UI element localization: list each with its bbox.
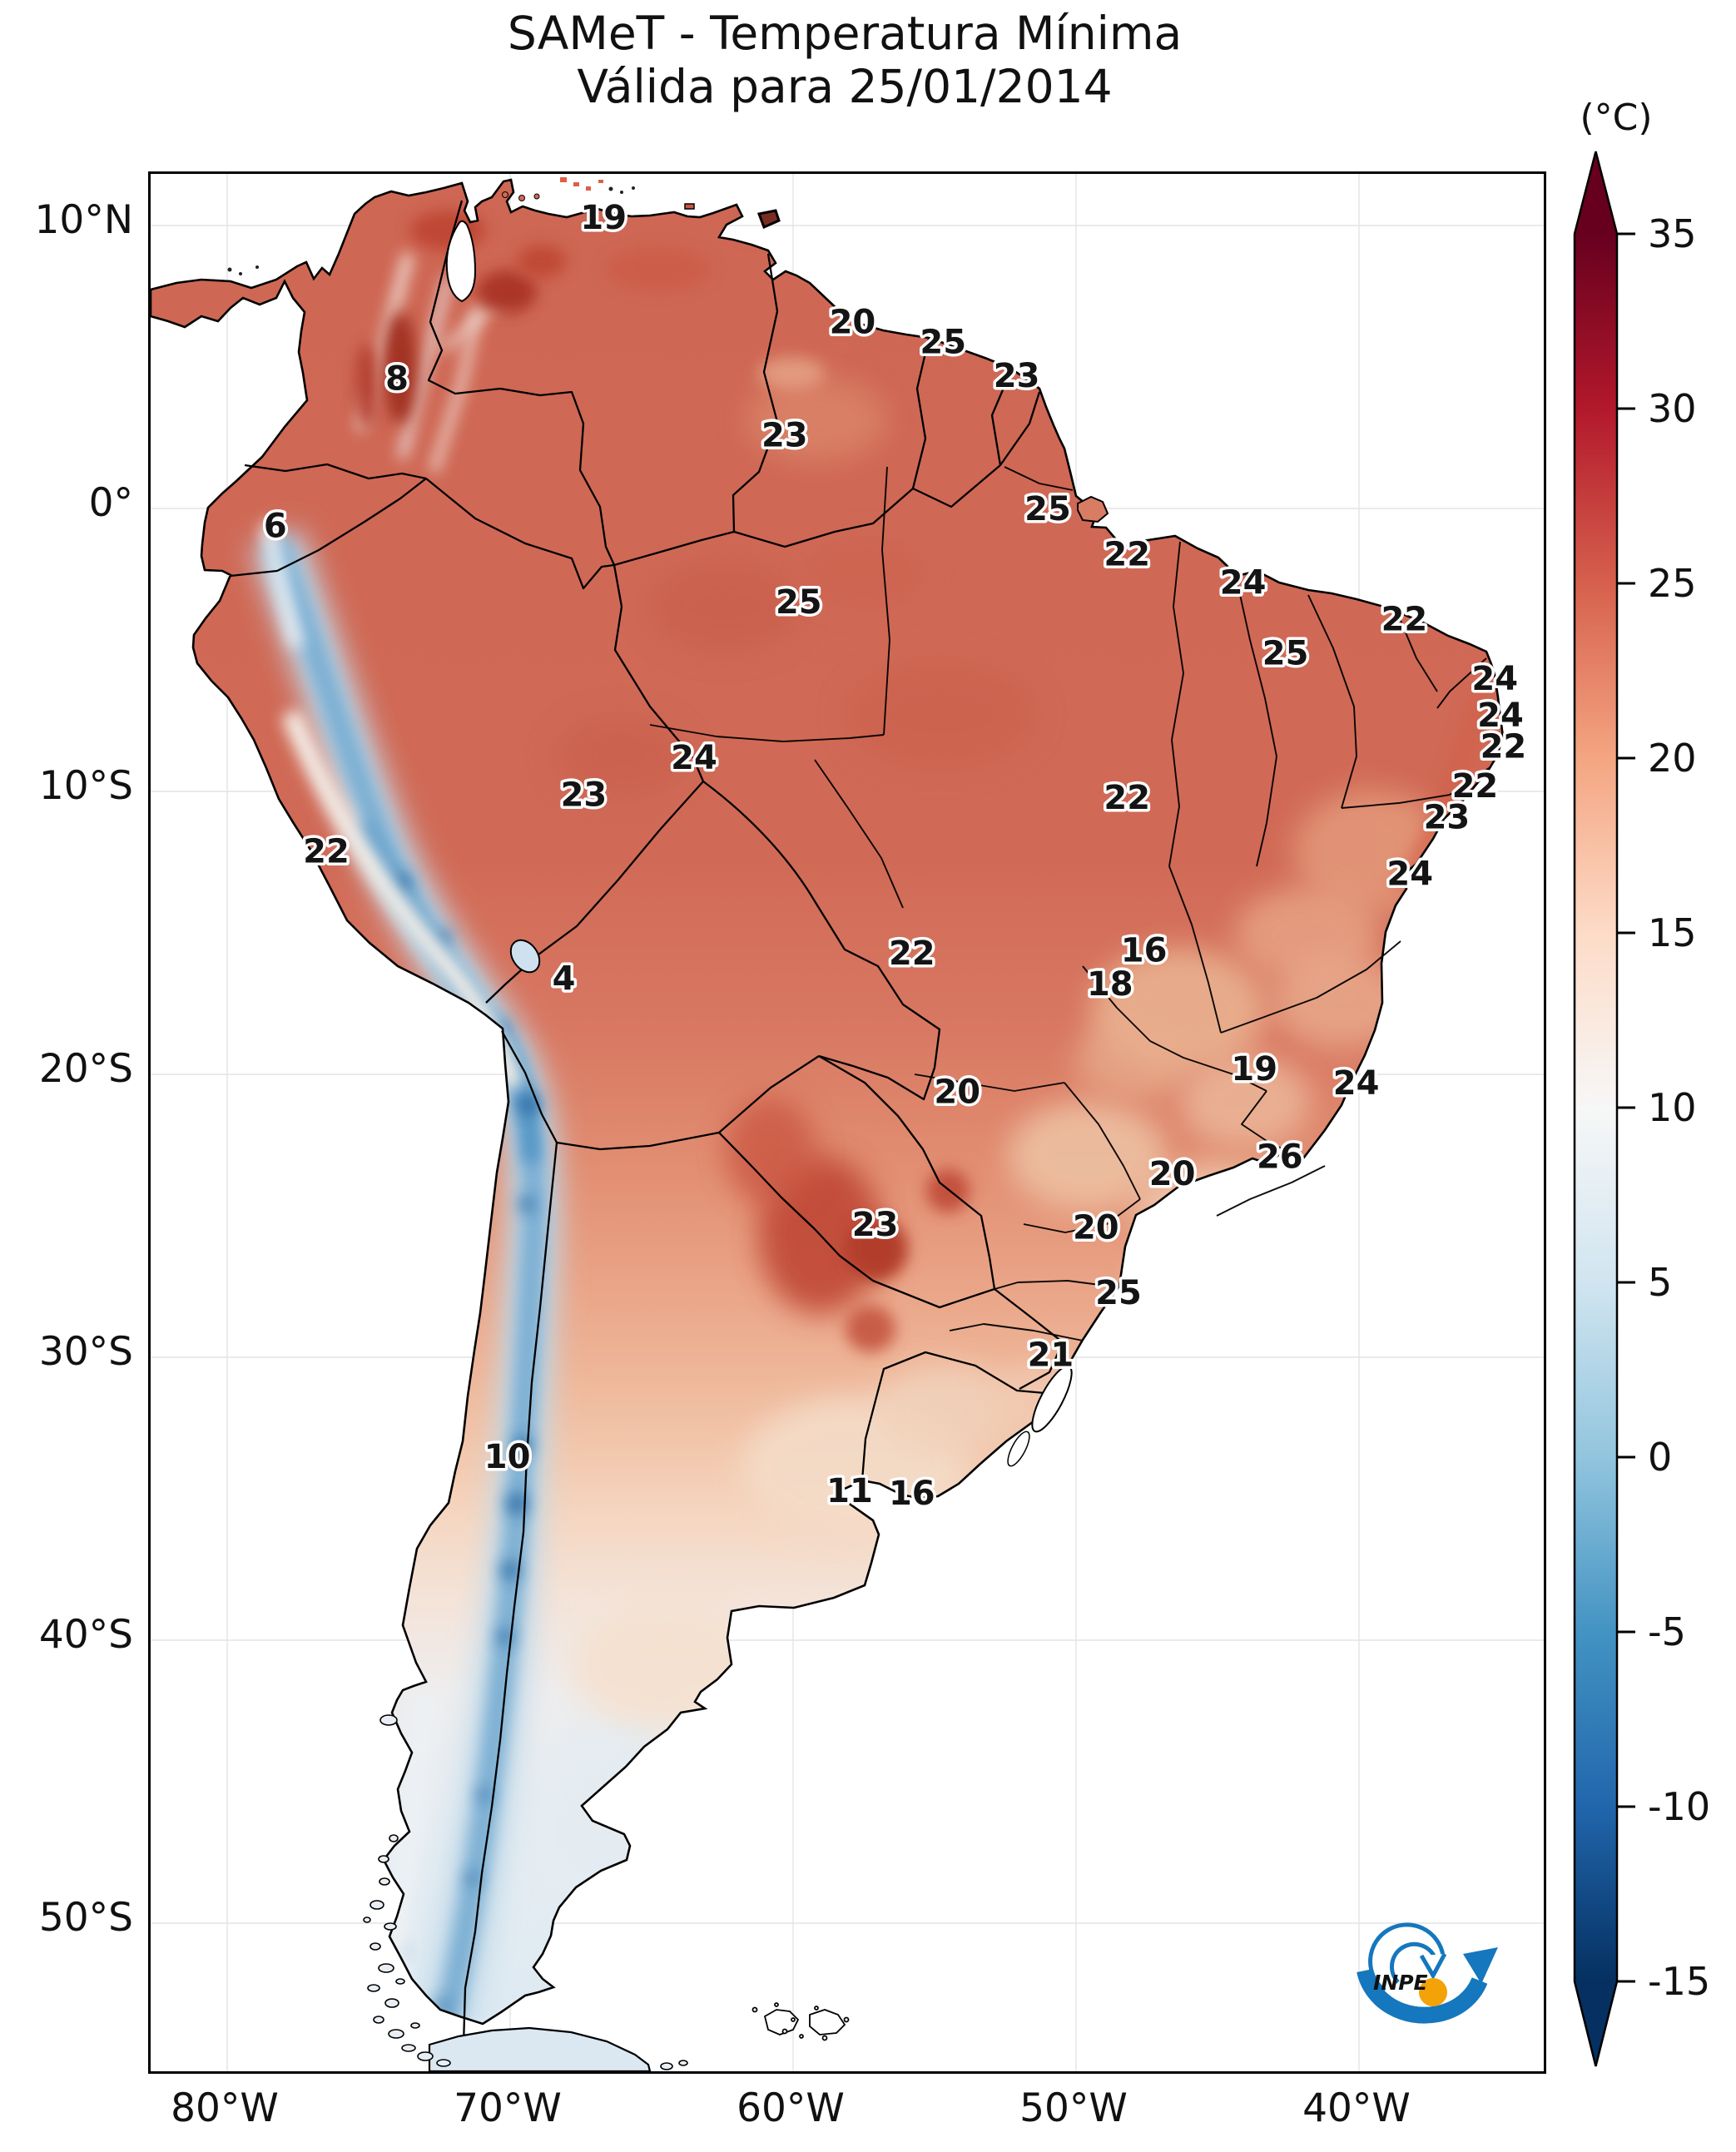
temperature-label: 20 bbox=[1149, 1155, 1196, 1193]
temperature-label: 26 bbox=[1257, 1138, 1303, 1177]
temperature-label: 19 bbox=[1231, 1050, 1277, 1088]
temperature-label: 16 bbox=[889, 1475, 935, 1513]
temperature-label: 4 bbox=[553, 959, 576, 998]
temperature-label: 24 bbox=[1477, 697, 1524, 735]
temperature-label: 22 bbox=[1104, 535, 1150, 573]
temperature-label: 22 bbox=[889, 935, 935, 973]
lat-tick-label: 0° bbox=[88, 480, 133, 526]
logo-spiral-inner bbox=[1389, 1941, 1437, 1984]
temperature-label: 25 bbox=[776, 583, 822, 622]
logo-swoosh-arrow bbox=[1357, 1968, 1488, 2024]
temperature-label: 24 bbox=[1471, 660, 1518, 698]
temperature-label: 22 bbox=[1481, 728, 1527, 766]
islands bbox=[227, 177, 1109, 2071]
temperature-label: 23 bbox=[561, 776, 608, 814]
colorbar: 35 30 25 20 15 10 5 0 -5 -10 -15 bbox=[1565, 150, 1736, 2075]
temperature-label: 8 bbox=[385, 360, 409, 399]
colorbar-bar bbox=[1573, 151, 1619, 2067]
temperature-label: 23 bbox=[852, 1206, 899, 1244]
temperature-label: 23 bbox=[994, 357, 1040, 395]
temperature-label: 18 bbox=[1087, 965, 1133, 1004]
lakes bbox=[445, 220, 1073, 1467]
state-borders bbox=[549, 466, 1492, 2071]
temperature-label: 25 bbox=[920, 323, 966, 361]
colorbar-tick-label: 0 bbox=[1648, 1435, 1672, 1480]
logo-spiral-arrow bbox=[1419, 1952, 1447, 1981]
temperature-label: 16 bbox=[1121, 931, 1168, 969]
chart-title: SAMeT - Temperatura Mínima Válida para 2… bbox=[148, 7, 1541, 113]
colorbar-tick-label: 15 bbox=[1648, 910, 1697, 955]
colorbar-unit-label: (°C) bbox=[1580, 97, 1653, 139]
temperature-label: 24 bbox=[1220, 563, 1267, 602]
lon-tick-label: 40°W bbox=[1302, 2085, 1411, 2131]
temperature-label: 10 bbox=[484, 1438, 531, 1476]
lat-tick-label: 50°S bbox=[38, 1895, 133, 1941]
logo-text: INPE bbox=[1373, 1971, 1428, 1995]
temperature-label: 22 bbox=[1381, 601, 1428, 639]
logo-spiral-outer bbox=[1368, 1922, 1446, 1992]
logo-arrowhead bbox=[1463, 1947, 1498, 1984]
lat-tick-label: 30°S bbox=[38, 1329, 133, 1375]
temperature-label: 20 bbox=[934, 1073, 980, 1111]
coastline bbox=[151, 178, 1505, 2026]
colorbar-tick-label: -10 bbox=[1648, 1784, 1710, 1829]
temperature-label: 11 bbox=[826, 1472, 873, 1510]
temperature-label: 25 bbox=[1262, 634, 1309, 672]
temperature-label: 23 bbox=[1424, 799, 1471, 837]
temperature-label: 24 bbox=[1333, 1064, 1380, 1103]
temperature-label: 21 bbox=[1028, 1336, 1074, 1375]
temperature-label: 25 bbox=[1024, 490, 1071, 528]
temperature-label: 19 bbox=[580, 199, 627, 237]
logo-orange-dot bbox=[1419, 1978, 1447, 2006]
lat-tick-label: 40°S bbox=[38, 1612, 133, 1658]
lon-tick-label: 60°W bbox=[737, 2085, 845, 2131]
lat-tick-label: 10°S bbox=[38, 763, 133, 809]
temperature-label: 20 bbox=[1073, 1209, 1119, 1247]
colorbar-ticks: 35 30 25 20 15 10 5 0 -5 -10 -15 bbox=[1617, 211, 1710, 2004]
temperature-label: 25 bbox=[1095, 1274, 1142, 1312]
colorbar-tick-label: -15 bbox=[1648, 1959, 1710, 2004]
lon-tick-label: 50°W bbox=[1019, 2085, 1128, 2131]
colorbar-tick-label: 5 bbox=[1648, 1260, 1672, 1305]
title-line-2: Válida para 25/01/2014 bbox=[577, 60, 1113, 113]
temperature-label: 22 bbox=[303, 832, 350, 870]
temperature-label: 6 bbox=[264, 507, 287, 545]
temperature-label: 23 bbox=[761, 417, 808, 455]
colorbar-tick-label: 20 bbox=[1648, 736, 1697, 781]
temperature-label: 24 bbox=[671, 739, 717, 777]
lat-tick-label: 10°N bbox=[34, 197, 133, 243]
colorbar-tick-label: 30 bbox=[1648, 386, 1697, 431]
country-borders bbox=[230, 200, 1064, 2060]
temperature-label: 22 bbox=[1452, 767, 1499, 806]
temperature-label: 20 bbox=[830, 304, 876, 342]
temperature-label: 22 bbox=[1104, 779, 1150, 817]
lon-tick-label: 70°W bbox=[454, 2085, 562, 2131]
inpe-logo: INPE bbox=[1357, 1904, 1506, 2032]
map-plot-area: 19 20 25 23 8 23 6 25 22 24 22 25 24 24 22 22 23 24 25 24 23… bbox=[148, 171, 1546, 2074]
colorbar-tick-label: 35 bbox=[1648, 211, 1697, 256]
falkland-islands bbox=[751, 2002, 850, 2041]
lon-tick-label: 80°W bbox=[171, 2085, 279, 2131]
colorbar-tick-label: 10 bbox=[1648, 1085, 1697, 1130]
colorbar-tick-label: 25 bbox=[1648, 561, 1697, 606]
colorbar-tick-label: -5 bbox=[1648, 1609, 1686, 1654]
title-line-1: SAMeT - Temperatura Mínima bbox=[507, 7, 1183, 60]
lat-tick-label: 20°S bbox=[38, 1046, 133, 1092]
temperature-label: 24 bbox=[1386, 855, 1433, 894]
